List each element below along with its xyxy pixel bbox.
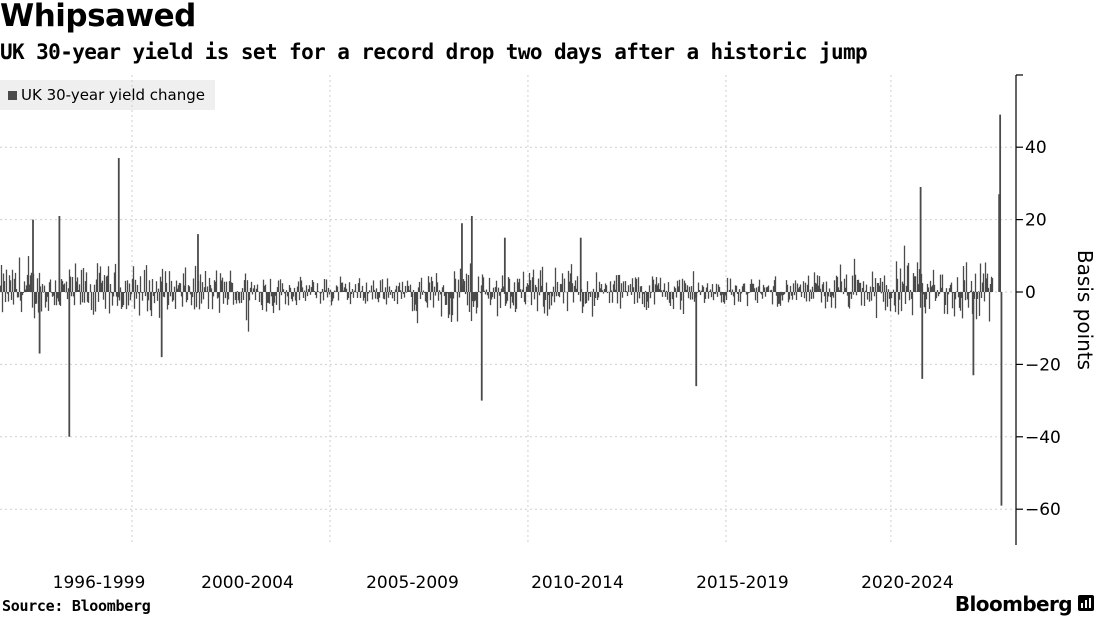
y-tick-label: −20 bbox=[1025, 355, 1061, 375]
legend: UK 30-year yield change bbox=[0, 80, 215, 110]
brand-logo: Bloomberg bbox=[955, 592, 1094, 616]
grid-lines bbox=[0, 75, 1015, 545]
y-axis: 40 20 0 −20 −40 −60 Basis points bbox=[1015, 74, 1097, 545]
x-tick-label: 2010-2014 bbox=[531, 573, 624, 593]
y-tick-label: −60 bbox=[1025, 500, 1061, 520]
legend-label: UK 30-year yield change bbox=[21, 86, 205, 104]
legend-swatch bbox=[8, 90, 17, 100]
y-tick-label: 0 bbox=[1025, 283, 1036, 303]
x-tick-label: 2015-2019 bbox=[696, 573, 789, 593]
brand-name: Bloomberg bbox=[954, 592, 1073, 616]
x-tick-label: 2020-2024 bbox=[861, 573, 954, 593]
chart-subtitle: UK 30-year yield is set for a record dro… bbox=[0, 40, 868, 64]
x-tick-label: 2000-2004 bbox=[201, 573, 294, 593]
x-axis-labels: 1996-1999 2000-2004 2005-2009 2010-2014 2015… bbox=[53, 573, 954, 593]
bar-series bbox=[0, 114, 1003, 506]
bar-chart: 40 20 0 −20 −40 −60 Basis points 1996-1999 2000… bbox=[0, 74, 1097, 593]
y-tick-label: 20 bbox=[1025, 211, 1047, 231]
y-tick-label: 40 bbox=[1025, 138, 1047, 158]
x-tick-label: 1996-1999 bbox=[53, 573, 146, 593]
bloomberg-chart-icon bbox=[1078, 592, 1094, 616]
x-tick-label: 2005-2009 bbox=[366, 573, 459, 593]
chart-title: Whipsawed bbox=[0, 0, 196, 34]
y-axis-title: Basis points bbox=[1073, 250, 1097, 370]
y-tick-label: −40 bbox=[1025, 428, 1061, 448]
source-note: Source: Bloomberg bbox=[2, 597, 151, 615]
